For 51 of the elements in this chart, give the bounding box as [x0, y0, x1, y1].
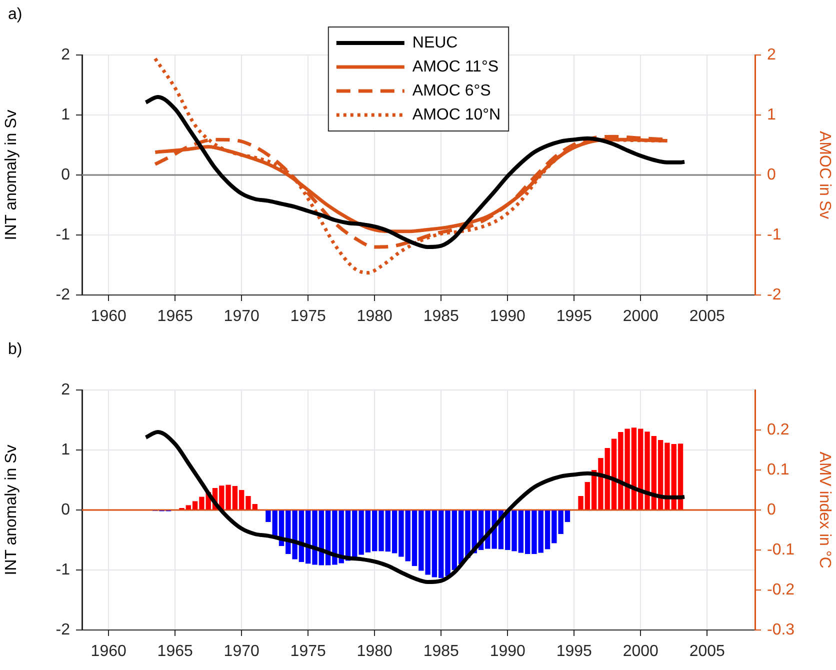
y-tick-label: 0 [61, 501, 70, 518]
x-tick-label: 1985 [423, 643, 460, 660]
x-tick-label: 1965 [157, 308, 193, 326]
x-tick-label: 2000 [622, 643, 659, 660]
y2-axis-title: AMV index in °C [816, 452, 833, 568]
y2-tick-label: -2 [767, 286, 782, 304]
y2-tick-label: 1 [767, 106, 776, 124]
x-tick-label: 1975 [290, 308, 326, 326]
x-tick-label: 2000 [622, 308, 659, 326]
y-axis-title: INT anomaly in Sv [3, 444, 20, 576]
y-tick-label: 1 [61, 106, 70, 124]
chart-title: a) [8, 6, 22, 24]
x-tick-label: 1960 [90, 308, 126, 326]
y2-axis-title: AMOC in Sv [816, 130, 833, 220]
x-tick-label: 1960 [90, 643, 126, 660]
y2-tick-label: 0.2 [767, 421, 790, 438]
y2-tick-label: 0 [767, 501, 776, 518]
legend-label: AMOC 11°S [412, 58, 499, 76]
y2-tick-label: -0.3 [767, 621, 795, 638]
legend-label: NEUC [412, 34, 458, 52]
x-tick-label: 1990 [490, 308, 526, 326]
x-tick-label: 1970 [224, 643, 260, 660]
x-tick-label: 1975 [290, 643, 326, 660]
x-tick-label: 1995 [556, 308, 592, 326]
x-tick-label: 1980 [356, 643, 393, 660]
y2-tick-label: 0.1 [767, 461, 790, 478]
legend-label: AMOC 6°S [412, 82, 491, 100]
chart-title: b) [8, 341, 22, 359]
y-tick-label: -1 [56, 226, 70, 244]
y-tick-label: 0 [61, 166, 70, 184]
x-tick-label: 1985 [423, 308, 460, 326]
y2-tick-label: 0 [767, 166, 776, 184]
y-tick-label: -1 [56, 561, 70, 578]
y-tick-label: 2 [61, 46, 70, 64]
y2-tick-label: -1 [767, 226, 782, 244]
y-tick-label: 1 [61, 441, 70, 458]
y-tick-label: -2 [56, 286, 70, 304]
y-tick-label: -2 [56, 621, 70, 638]
y-tick-label: 2 [61, 381, 70, 398]
y2-tick-label: -0.1 [767, 541, 795, 558]
x-tick-label: 1990 [490, 643, 526, 660]
y2-tick-label: 2 [767, 46, 776, 64]
x-tick-label: 1995 [556, 643, 592, 660]
y2-tick-label: -0.2 [767, 581, 795, 598]
y-axis-title: INT anomaly in Sv [3, 110, 20, 240]
x-tick-label: 1970 [224, 308, 260, 326]
legend-label: AMOC 10°N [412, 106, 501, 124]
x-tick-label: 2005 [689, 643, 726, 660]
x-tick-label: 2005 [689, 308, 726, 326]
x-tick-label: 1965 [157, 643, 193, 660]
x-tick-label: 1980 [356, 308, 393, 326]
